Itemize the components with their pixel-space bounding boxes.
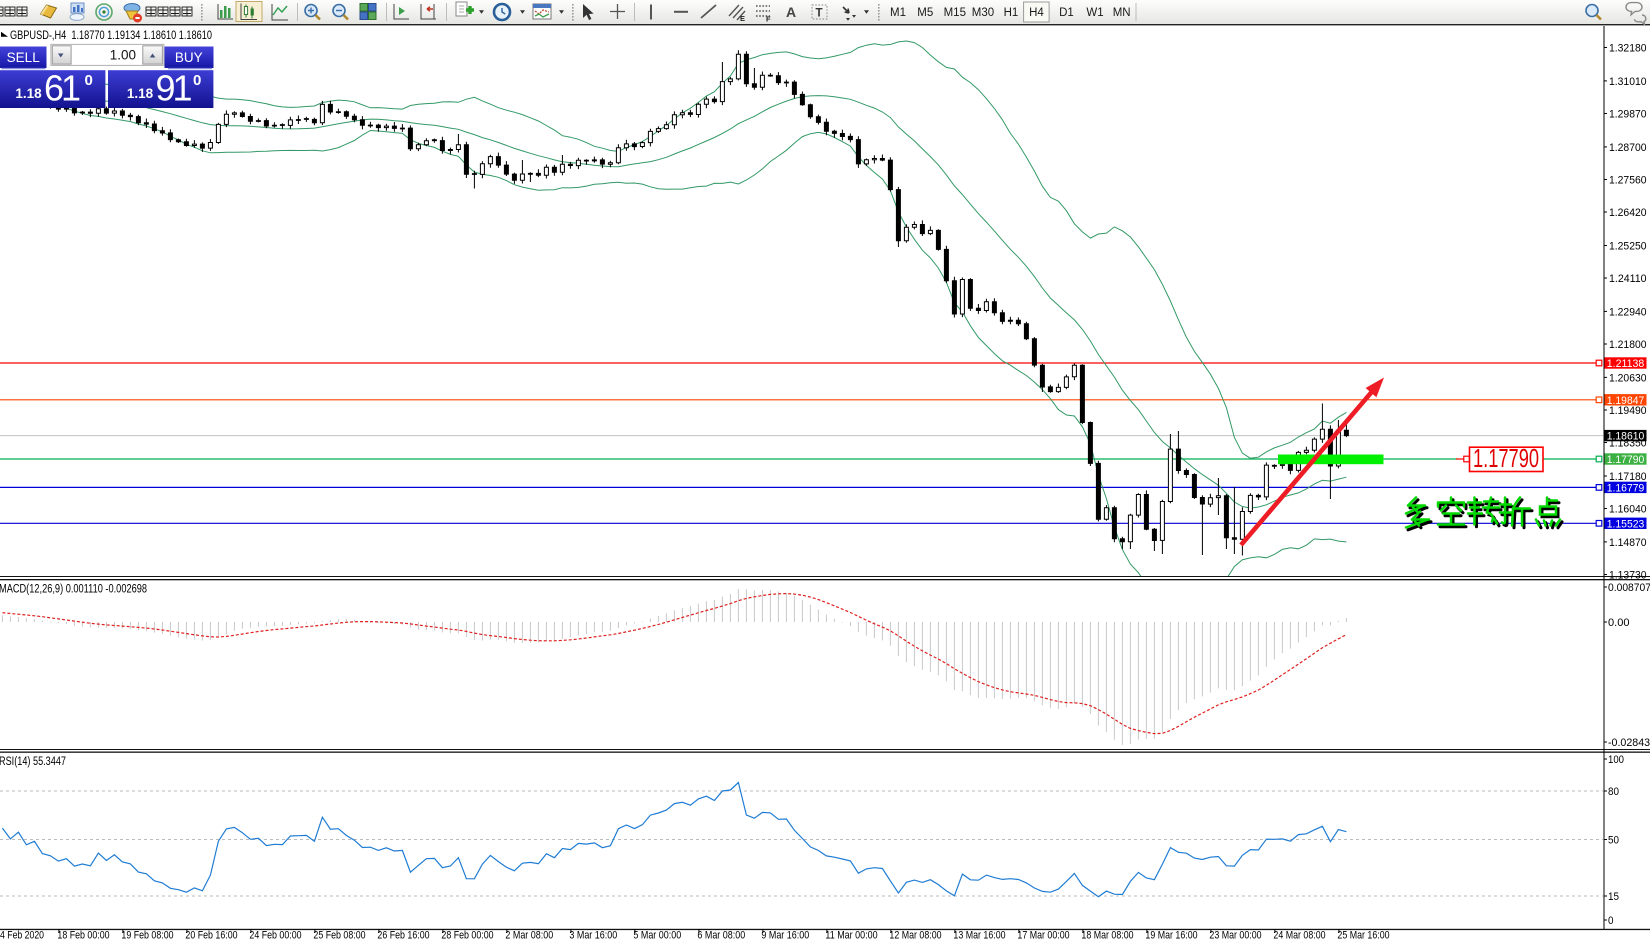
svg-text:1.29870: 1.29870: [1609, 109, 1647, 121]
svg-text:1.17790: 1.17790: [1473, 443, 1539, 473]
svg-text:1.17790: 1.17790: [1607, 454, 1645, 466]
svg-text:1.27560: 1.27560: [1609, 175, 1647, 187]
svg-text:A: A: [786, 4, 796, 20]
svg-text:18 Mar 08:00: 18 Mar 08:00: [1081, 930, 1133, 941]
svg-text:17 Mar 00:00: 17 Mar 00:00: [1017, 930, 1069, 941]
svg-text:1.18: 1.18: [15, 86, 42, 101]
svg-text:1.24110: 1.24110: [1609, 273, 1647, 285]
svg-text:24 Mar 08:00: 24 Mar 08:00: [1273, 930, 1325, 941]
svg-text:1.21800: 1.21800: [1609, 339, 1647, 351]
svg-text:1.20630: 1.20630: [1609, 372, 1647, 384]
svg-text:1.32180: 1.32180: [1609, 43, 1647, 55]
svg-text:91: 91: [156, 68, 193, 109]
svg-text:1.18610: 1.18610: [1607, 431, 1645, 443]
svg-text:100: 100: [1608, 754, 1624, 766]
svg-text:E: E: [740, 14, 745, 23]
svg-text:0.00: 0.00: [1608, 617, 1630, 629]
svg-text:0: 0: [85, 72, 93, 89]
svg-text:1.31010: 1.31010: [1609, 76, 1647, 88]
svg-text:13 Mar 16:00: 13 Mar 16:00: [953, 930, 1005, 941]
svg-text:3 Mar 16:00: 3 Mar 16:00: [569, 930, 617, 941]
svg-text:50: 50: [1608, 835, 1619, 847]
svg-text:-0.028436: -0.028436: [1608, 737, 1650, 749]
svg-text:18 Feb 00:00: 18 Feb 00:00: [57, 930, 109, 941]
svg-text:SELL: SELL: [7, 50, 41, 65]
svg-text:1.19847: 1.19847: [1607, 395, 1645, 407]
svg-text:F: F: [766, 15, 771, 24]
svg-text:26 Feb 16:00: 26 Feb 16:00: [377, 930, 429, 941]
svg-text:12 Mar 08:00: 12 Mar 08:00: [889, 930, 941, 941]
svg-text:GBPUSD-,H4 1.18770 1.19134 1.: GBPUSD-,H4 1.18770 1.19134 1.18610 1.186…: [10, 28, 212, 42]
svg-text:28 Feb 00:00: 28 Feb 00:00: [441, 930, 493, 941]
svg-text:1.14870: 1.14870: [1609, 537, 1647, 549]
svg-text:H4: H4: [1029, 7, 1044, 19]
svg-text:19 Mar 16:00: 19 Mar 16:00: [1145, 930, 1197, 941]
svg-text:15: 15: [1608, 891, 1619, 903]
svg-text:1.16040: 1.16040: [1609, 504, 1647, 516]
svg-text:1.28700: 1.28700: [1609, 142, 1647, 154]
svg-text:2 Mar 08:00: 2 Mar 08:00: [505, 930, 553, 941]
svg-text:24 Feb 00:00: 24 Feb 00:00: [249, 930, 301, 941]
svg-text:1.21138: 1.21138: [1607, 358, 1645, 370]
svg-text:11 Mar 00:00: 11 Mar 00:00: [825, 930, 877, 941]
svg-text:1.00: 1.00: [110, 48, 136, 63]
svg-text:19 Feb 08:00: 19 Feb 08:00: [121, 930, 173, 941]
svg-text:1.22940: 1.22940: [1609, 306, 1647, 318]
svg-text:W1: W1: [1086, 7, 1103, 19]
svg-text:T: T: [816, 8, 823, 20]
svg-text:1.16779: 1.16779: [1607, 482, 1645, 494]
svg-text:M1: M1: [890, 7, 906, 19]
svg-text:M30: M30: [972, 7, 994, 19]
svg-text:1.25250: 1.25250: [1609, 241, 1647, 253]
svg-text:1.15523: 1.15523: [1607, 518, 1645, 530]
svg-text:25 Mar 16:00: 25 Mar 16:00: [1337, 930, 1389, 941]
svg-text:MN: MN: [1113, 7, 1131, 19]
svg-text:1.17180: 1.17180: [1609, 471, 1647, 483]
svg-text:5 Mar 00:00: 5 Mar 00:00: [633, 930, 681, 941]
svg-text:0.008707: 0.008707: [1608, 582, 1650, 594]
svg-text:4 Feb 2020: 4 Feb 2020: [0, 930, 44, 941]
svg-text:H1: H1: [1004, 7, 1019, 19]
svg-text:BUY: BUY: [175, 50, 203, 65]
svg-text:61: 61: [44, 68, 81, 109]
svg-text:6 Mar 08:00: 6 Mar 08:00: [697, 930, 745, 941]
svg-text:1.18: 1.18: [127, 86, 154, 101]
svg-text:RSI(14) 55.3447: RSI(14) 55.3447: [0, 756, 66, 768]
svg-text:0: 0: [193, 72, 201, 89]
svg-text:1.19490: 1.19490: [1609, 405, 1647, 417]
svg-text:1.26420: 1.26420: [1609, 207, 1647, 219]
svg-text:25 Feb 08:00: 25 Feb 08:00: [313, 930, 365, 941]
svg-text:80: 80: [1608, 786, 1619, 798]
svg-text:20 Feb 16:00: 20 Feb 16:00: [185, 930, 237, 941]
svg-text:MACD(12,26,9) 0.001110 -0.0026: MACD(12,26,9) 0.001110 -0.002698: [0, 584, 147, 596]
svg-text:1.13730: 1.13730: [1609, 570, 1647, 582]
svg-text:23 Mar 00:00: 23 Mar 00:00: [1209, 930, 1261, 941]
svg-text:M15: M15: [944, 7, 966, 19]
svg-text:D1: D1: [1059, 7, 1074, 19]
svg-text:M5: M5: [917, 7, 933, 19]
svg-text:0: 0: [1608, 915, 1614, 927]
svg-text:9 Mar 16:00: 9 Mar 16:00: [761, 930, 809, 941]
